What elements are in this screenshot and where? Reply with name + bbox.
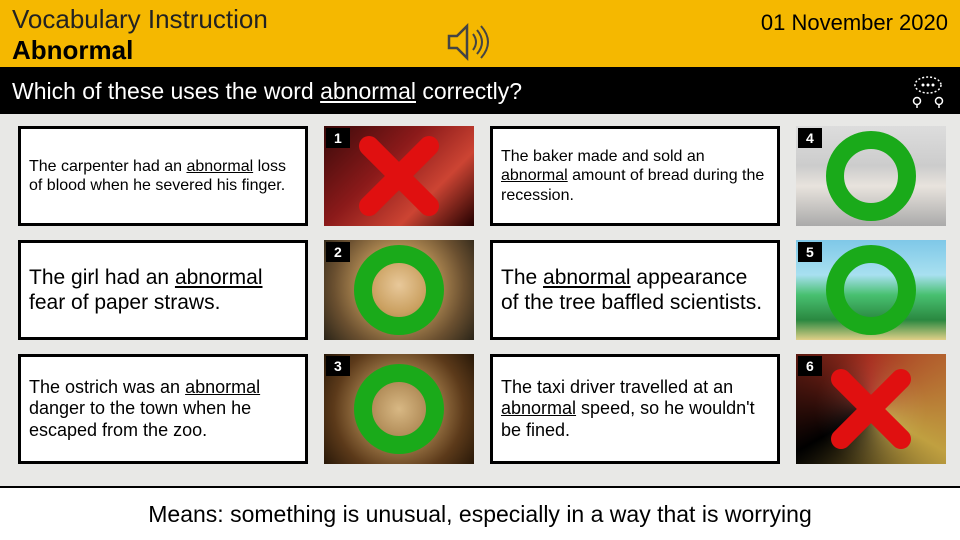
date-label: 01 November 2020 [761,4,948,67]
example-image-6: 6 [796,354,946,464]
lesson-title: Vocabulary Instruction [12,4,268,35]
definition-pre: Means: [148,501,223,528]
header-left: Vocabulary Instruction Abnormal [12,4,268,67]
example-number: 2 [326,242,350,262]
definition-text: something is unusual, especially in a wa… [230,501,812,528]
example-number: 5 [798,242,822,262]
example-card-1: The carpenter had an abnormal loss of bl… [18,126,308,226]
definition-bar: Means: something is unusual, especially … [0,486,960,540]
example-number: 6 [798,356,822,376]
example-image-3: 3 [324,354,474,464]
example-card-6: The taxi driver travelled at an abnormal… [490,354,780,464]
example-image-5: 5 [796,240,946,340]
target-word: Abnormal [12,35,268,66]
example-card-5: The abnormal appearance of the tree baff… [490,240,780,340]
question-word: abnormal [320,78,416,104]
example-card-4: The baker made and sold an abnormal amou… [490,126,780,226]
speaker-icon[interactable] [445,22,495,67]
example-number: 1 [326,128,350,148]
example-image-2: 2 [324,240,474,340]
question-bar: Which of these uses the word abnormal co… [0,70,960,114]
example-image-4: 4 [796,126,946,226]
example-card-2: The girl had an abnormal fear of paper s… [18,240,308,340]
example-number: 4 [798,128,822,148]
examples-grid: The carpenter had an abnormal loss of bl… [0,114,960,470]
question-text: Which of these uses the word abnormal co… [12,78,522,105]
example-image-1: 1 [324,126,474,226]
question-pre: Which of these uses the word [12,78,320,104]
example-card-3: The ostrich was an abnormal danger to th… [18,354,308,464]
example-number: 3 [326,356,350,376]
discussion-icon [908,74,948,108]
question-post: correctly? [416,78,522,104]
